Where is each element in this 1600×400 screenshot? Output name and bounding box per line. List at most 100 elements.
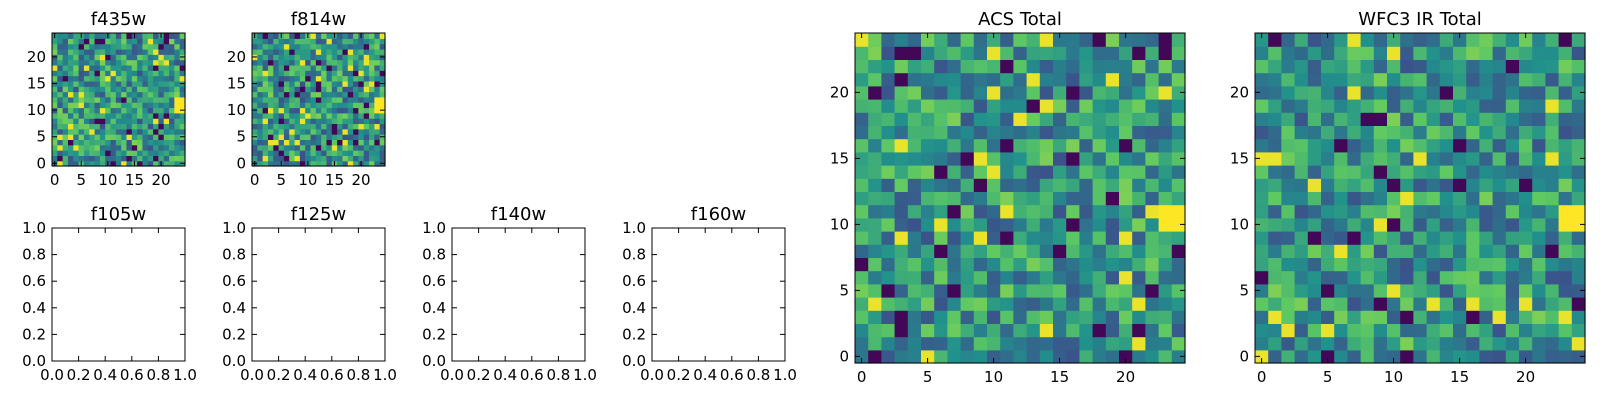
heatmap-cell	[299, 139, 306, 146]
heatmap-cell	[973, 244, 988, 258]
heatmap-cell	[163, 150, 170, 156]
heatmap-cell	[1053, 72, 1067, 87]
heatmap-cell	[1000, 257, 1014, 272]
heatmap-cell	[1145, 257, 1160, 272]
panel-title: f105w	[91, 204, 146, 225]
heatmap-cell	[1373, 217, 1388, 232]
heatmap-cell	[169, 134, 175, 140]
heatmap-cell	[1347, 257, 1362, 272]
heatmap-cell	[158, 38, 165, 45]
heatmap-cell	[305, 86, 312, 93]
heatmap-cell	[147, 139, 154, 146]
heatmap-cell	[283, 33, 290, 39]
heatmap-cell	[337, 118, 344, 125]
heatmap-cell	[947, 138, 962, 153]
heatmap-cell	[1000, 349, 1014, 364]
heatmap-cell	[353, 80, 359, 87]
heatmap-cell	[921, 323, 935, 338]
heatmap-cell	[1053, 151, 1067, 166]
heatmap-cell	[289, 107, 296, 114]
heatmap-cell	[1360, 244, 1375, 258]
heatmap-cell	[1519, 72, 1533, 87]
heatmap-cell	[1145, 99, 1160, 113]
heatmap-cell	[115, 139, 122, 146]
heatmap-cell	[1347, 165, 1362, 179]
heatmap-cell	[142, 123, 149, 130]
heatmap-cell	[1321, 244, 1335, 258]
heatmap-cell	[89, 118, 96, 125]
heatmap-cell	[337, 59, 344, 66]
heatmap-cell	[1307, 204, 1322, 219]
heatmap-cell	[907, 336, 922, 351]
heatmap-cell	[1321, 33, 1335, 47]
heatmap-cell	[342, 91, 349, 98]
heatmap-cell	[1105, 99, 1120, 113]
heatmap-cell	[921, 138, 935, 153]
heatmap-cell	[1013, 72, 1028, 87]
heatmap-cell	[1321, 336, 1335, 351]
heatmap-cell	[1171, 165, 1186, 179]
heatmap-cell	[1571, 283, 1586, 298]
heatmap-cell	[267, 33, 274, 39]
heatmap-cell	[1145, 46, 1160, 60]
heatmap-cell	[987, 112, 1001, 126]
heatmap-cell	[283, 107, 290, 114]
heatmap-cell	[347, 80, 354, 87]
heatmap-cell	[315, 48, 322, 55]
heatmap-cell	[1519, 151, 1533, 166]
heatmap-cell	[115, 33, 122, 39]
heatmap-cell	[278, 54, 285, 61]
heatmap-cell	[1321, 151, 1335, 166]
heatmap-cell	[1466, 178, 1480, 192]
heatmap-cell	[331, 96, 338, 103]
heatmap-cell	[294, 155, 301, 162]
heatmap-cell	[1053, 178, 1067, 192]
heatmap-cell	[105, 107, 112, 114]
heatmap-cell	[1053, 125, 1067, 140]
heatmap-cell	[310, 150, 317, 156]
heatmap-cell	[73, 107, 80, 114]
heatmap-cell	[1281, 283, 1296, 298]
heatmap-cell	[894, 297, 909, 311]
heatmap-cell	[62, 75, 69, 82]
heatmap-cell	[1373, 349, 1388, 364]
heatmap-cell	[278, 91, 285, 98]
heatmap-cell	[1158, 257, 1173, 272]
heatmap-cell	[907, 46, 922, 60]
heatmap-cell	[379, 144, 386, 151]
heatmap-cell	[289, 70, 296, 77]
heatmap-cell	[1532, 231, 1546, 245]
heatmap-cell	[131, 139, 138, 146]
heatmap-cell	[121, 107, 128, 114]
heatmap-cell	[960, 323, 975, 338]
heatmap-cell	[153, 139, 159, 146]
heatmap-cell	[315, 112, 322, 119]
heatmap-cell	[1492, 46, 1507, 60]
heatmap-cell	[299, 102, 306, 109]
heatmap-cell	[1132, 270, 1146, 285]
heatmap-cell	[1387, 270, 1401, 285]
heatmap-cell	[174, 80, 181, 87]
heatmap-cell	[115, 70, 122, 77]
heatmap-cell	[94, 38, 101, 45]
heatmap-cell	[353, 33, 359, 39]
heatmap-cell	[947, 85, 962, 100]
heatmap-cell	[1013, 33, 1028, 47]
heatmap-cell	[1294, 231, 1309, 245]
heatmap-cell	[868, 204, 882, 219]
heatmap-cell	[1307, 257, 1322, 272]
heatmap-cell	[89, 86, 96, 93]
heatmap-cell	[257, 155, 264, 162]
heatmap-cell	[934, 165, 948, 179]
heatmap-cell	[278, 144, 285, 151]
heatmap-cell	[147, 59, 154, 66]
heatmap-cell	[278, 43, 285, 50]
heatmap-cell	[289, 134, 296, 140]
heatmap-cell	[868, 125, 882, 140]
heatmap-cell	[1079, 59, 1094, 74]
heatmap-cell	[960, 165, 975, 179]
heatmap-cell	[83, 139, 90, 146]
heatmap-cell	[855, 283, 869, 298]
heatmap-cell	[1439, 244, 1454, 258]
